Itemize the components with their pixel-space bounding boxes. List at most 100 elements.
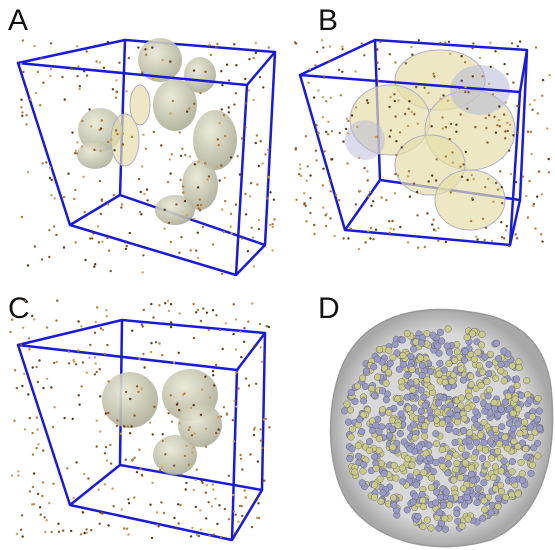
particle (24, 300, 26, 302)
particle (493, 116, 495, 118)
particle (128, 502, 130, 504)
particle (129, 432, 131, 434)
particle (405, 62, 407, 64)
particle (423, 87, 425, 89)
particle (104, 353, 106, 355)
particle (237, 387, 239, 389)
particle (228, 518, 230, 520)
particle (40, 57, 42, 59)
particle (22, 39, 24, 41)
particle (509, 468, 516, 475)
particle (366, 447, 373, 454)
particle (492, 375, 499, 382)
particle (534, 227, 536, 229)
particle (437, 393, 444, 400)
particle (145, 148, 147, 150)
particle (420, 497, 427, 504)
particle (219, 122, 221, 124)
particle (81, 120, 83, 122)
particle (476, 362, 483, 369)
particle (485, 403, 492, 410)
particle (467, 373, 474, 380)
particle (510, 173, 512, 175)
particle (452, 439, 459, 446)
particle (38, 359, 40, 361)
particle (116, 419, 118, 421)
particle (478, 342, 485, 349)
particle (142, 325, 144, 327)
particle (126, 245, 128, 247)
particle (418, 408, 425, 415)
particle (488, 430, 495, 437)
particle (56, 361, 58, 363)
particle (143, 366, 145, 368)
particle (171, 153, 173, 155)
particle (427, 415, 434, 422)
particle (212, 488, 214, 490)
particle (386, 432, 393, 439)
particle (213, 384, 215, 386)
particle (133, 496, 135, 498)
particle (515, 491, 522, 498)
particle (192, 303, 194, 305)
particle (105, 309, 107, 311)
particle (383, 396, 390, 403)
particle (142, 353, 144, 355)
particle (107, 412, 109, 414)
particle (101, 512, 103, 514)
particle (400, 352, 407, 359)
particle (376, 48, 378, 50)
particle (444, 41, 446, 43)
particle (240, 356, 242, 358)
particle (128, 57, 130, 59)
particle (342, 237, 344, 239)
particle (322, 46, 324, 48)
particle (25, 114, 27, 116)
particle (87, 477, 89, 479)
particle (76, 152, 78, 154)
particle (347, 407, 354, 414)
particle (248, 384, 250, 386)
particle (182, 185, 184, 187)
particle (42, 481, 44, 483)
particle (159, 469, 161, 471)
particle (193, 69, 195, 71)
particle (513, 376, 520, 383)
particle (181, 474, 183, 476)
particle (371, 454, 378, 461)
particle (433, 459, 440, 466)
particle (307, 165, 309, 167)
particle (482, 447, 489, 454)
particle (52, 483, 54, 485)
particle (218, 428, 220, 430)
particle (110, 270, 112, 272)
particle (322, 184, 324, 186)
particle (208, 175, 210, 177)
particle (96, 371, 98, 373)
particle (482, 218, 484, 220)
particle (441, 367, 448, 374)
particle (371, 482, 378, 489)
particle (94, 373, 96, 375)
particle (341, 71, 343, 73)
particle (260, 440, 262, 442)
particle (458, 403, 465, 410)
particle (142, 271, 144, 273)
particle (186, 214, 188, 216)
particle (193, 489, 195, 491)
particle (56, 300, 58, 302)
particle (389, 135, 391, 137)
particle (53, 362, 55, 364)
particle (158, 525, 160, 527)
particle (501, 236, 503, 238)
particle (125, 248, 127, 250)
particle (204, 376, 206, 378)
particle (55, 319, 57, 321)
particle (206, 178, 208, 180)
particle (444, 343, 451, 350)
particle (313, 96, 315, 98)
particle (371, 494, 378, 501)
particle (485, 393, 492, 400)
particle (233, 303, 235, 305)
particle (127, 425, 129, 427)
